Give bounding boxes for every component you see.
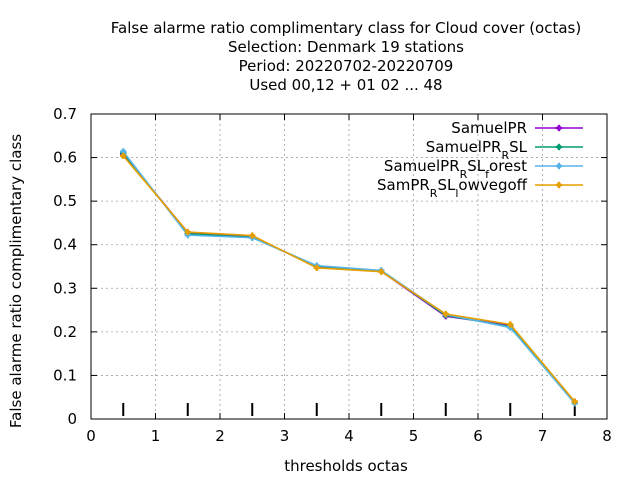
data-point-series-4 (442, 310, 449, 318)
y-tick-label: 0.7 (53, 105, 77, 123)
x-tick-label: 6 (473, 427, 483, 445)
title-line-2: Selection: Denmark 19 stations (228, 38, 464, 56)
y-tick-label: 0.2 (53, 323, 77, 341)
series (120, 148, 578, 407)
legend-label-3: SamuelPRRSLforest (384, 157, 527, 181)
y-tick-label: 0.1 (53, 366, 77, 384)
legend-label-2: SamuelPRRSL (426, 138, 528, 162)
x-tick-label: 7 (538, 427, 548, 445)
data-point-series-4 (571, 398, 578, 405)
x-tick-label: 4 (344, 427, 354, 445)
legend: SamuelPRSamuelPRRSLSamuelPRRSLforestSamP… (377, 119, 583, 200)
legend-label-4: SamPRRSLlowvegoff (377, 176, 528, 200)
y-axis: 0 0.1 0.2 0.3 0.4 0.5 0.6 0.7 (53, 105, 607, 428)
series-line-3 (122, 150, 576, 404)
data-point-series-4 (507, 321, 514, 328)
title-line-3: Period: 20220702-20220709 (239, 57, 454, 75)
data-point-series-4 (378, 268, 385, 275)
legend-marker-3 (555, 162, 563, 170)
title-line-4: Used 00,12 + 01 02 ... 48 (249, 76, 442, 94)
y-tick-label: 0 (67, 410, 77, 428)
data-point-series-4 (313, 264, 320, 272)
title-line-1: False alarme ratio complimentary class f… (111, 19, 581, 37)
legend-marker-4 (555, 181, 563, 189)
legend-marker-1 (555, 124, 563, 132)
y-tick-label: 0.3 (53, 279, 77, 297)
chart-title: False alarme ratio complimentary class f… (111, 19, 581, 94)
legend-marker-2 (555, 143, 563, 151)
y-tick-label: 0.5 (53, 192, 77, 210)
legend-label-1: SamuelPR (451, 119, 527, 137)
data-point-series-4 (120, 152, 127, 160)
y-tick-label: 0.4 (53, 236, 77, 254)
series-line-4 (122, 155, 576, 403)
x-axis-title: thresholds octas (284, 457, 408, 475)
threshold-markers (122, 403, 576, 416)
x-tick-label: 3 (280, 427, 290, 445)
x-tick-label: 1 (151, 427, 161, 445)
x-tick-label: 2 (215, 427, 225, 445)
x-tick-label: 5 (409, 427, 419, 445)
y-tick-label: 0.6 (53, 149, 77, 167)
data-point-series-4 (184, 228, 191, 236)
grid (91, 114, 607, 419)
x-tick-label: 0 (86, 427, 96, 445)
x-tick-label: 8 (602, 427, 612, 445)
y-axis-title: False alarme ratio complimentary class (7, 134, 25, 428)
data-point-series-4 (249, 232, 256, 239)
x-axis: 0 1 2 3 4 5 6 7 8 (86, 114, 612, 445)
